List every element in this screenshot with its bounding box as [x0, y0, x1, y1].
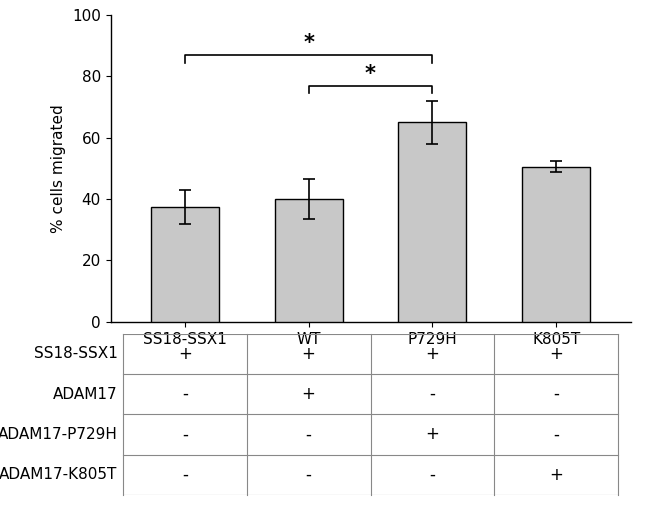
- Text: -: -: [430, 385, 436, 403]
- Text: +: +: [426, 345, 439, 363]
- Text: *: *: [365, 64, 376, 84]
- Text: -: -: [430, 466, 436, 484]
- Text: +: +: [302, 345, 315, 363]
- Text: -: -: [306, 466, 311, 484]
- Text: +: +: [302, 385, 315, 403]
- Bar: [522, 167, 590, 322]
- Bar: [274, 199, 343, 322]
- Bar: [151, 207, 219, 322]
- Text: ADAM17: ADAM17: [53, 386, 118, 401]
- Bar: [398, 123, 467, 322]
- Text: ADAM17-K805T: ADAM17-K805T: [0, 467, 118, 482]
- Text: -: -: [182, 425, 188, 443]
- Text: +: +: [549, 466, 563, 484]
- Text: +: +: [178, 345, 192, 363]
- Text: SS18-SSX1: SS18-SSX1: [34, 346, 118, 361]
- Text: -: -: [182, 466, 188, 484]
- Text: +: +: [426, 425, 439, 443]
- Y-axis label: % cells migrated: % cells migrated: [51, 104, 66, 233]
- Text: -: -: [182, 385, 188, 403]
- Text: +: +: [549, 345, 563, 363]
- Text: -: -: [553, 425, 559, 443]
- Text: -: -: [553, 385, 559, 403]
- Text: *: *: [303, 33, 314, 54]
- Text: -: -: [306, 425, 311, 443]
- Text: ADAM17-P729H: ADAM17-P729H: [0, 427, 118, 442]
